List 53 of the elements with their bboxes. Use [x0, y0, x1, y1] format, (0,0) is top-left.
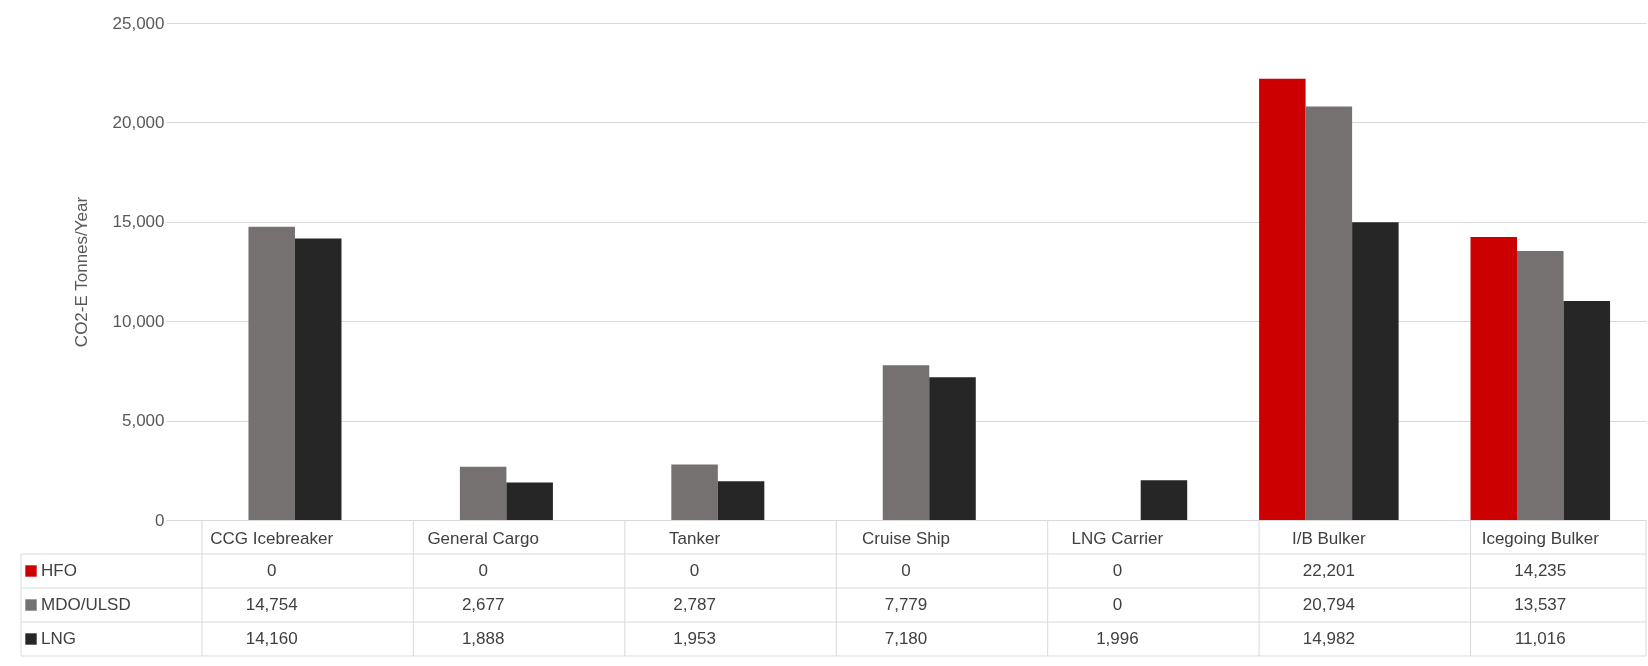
- data-label: 13,537: [1514, 595, 1567, 614]
- data-label: 7,180: [884, 629, 928, 648]
- x-tick-label: Icegoing Bulker: [1481, 528, 1600, 548]
- bar: [1517, 250, 1564, 520]
- data-label: 0: [478, 561, 488, 580]
- y-axis-title: CO2-E Tonnes/Year: [71, 196, 91, 348]
- bar: [294, 238, 342, 520]
- bar: [717, 481, 765, 520]
- y-tick-label: 0: [155, 510, 165, 530]
- x-tick-label: Tanker: [669, 528, 721, 548]
- y-tick-label: 25,000: [112, 13, 165, 33]
- data-label: 14,235: [1514, 561, 1567, 580]
- data-label: 0: [689, 561, 700, 580]
- data-label: 1,996: [1096, 629, 1139, 648]
- data-label: 0: [901, 561, 911, 580]
- bar: [1563, 301, 1611, 520]
- data-label: 1,888: [461, 629, 505, 648]
- x-tick-label: I/B Bulker: [1292, 528, 1367, 548]
- y-tick-label: 20,000: [112, 112, 165, 132]
- bar: [1470, 237, 1518, 520]
- legend-label: MDO/ULSD: [41, 595, 131, 614]
- y-tick-label: 10,000: [112, 311, 165, 331]
- bar: [1140, 480, 1188, 520]
- legend-label: LNG: [41, 629, 76, 648]
- bar: [929, 377, 976, 520]
- data-label: 14,160: [245, 629, 298, 648]
- data-label: 22,201: [1302, 561, 1355, 580]
- data-label: 0: [1112, 561, 1123, 580]
- bar: [1259, 78, 1306, 520]
- data-label: 14,754: [245, 595, 298, 614]
- data-label: 2,787: [673, 595, 716, 614]
- x-tick-label: CCG Icebreaker: [210, 528, 334, 548]
- data-label: 11,016: [1514, 629, 1566, 648]
- bar: [882, 365, 930, 520]
- legend-label: HFO: [41, 561, 77, 580]
- bar: [459, 466, 507, 520]
- data-label: 1,953: [673, 629, 716, 648]
- data-label: 0: [1112, 595, 1123, 614]
- bar: [506, 482, 553, 520]
- x-tick-label: Cruise Ship: [862, 528, 950, 548]
- data-label: 20,794: [1302, 595, 1355, 614]
- bar: [1352, 222, 1399, 520]
- y-tick-label: 15,000: [112, 212, 165, 232]
- x-tick-label: General Cargo: [427, 528, 539, 548]
- data-label: 0: [266, 561, 277, 580]
- y-tick-label: 5,000: [121, 411, 165, 431]
- bar: [1305, 106, 1353, 520]
- bar: [671, 464, 718, 520]
- data-label: 2,677: [461, 595, 505, 614]
- data-label: 7,779: [884, 595, 928, 614]
- x-tick-label: LNG Carrier: [1071, 528, 1164, 548]
- bar: [248, 226, 295, 520]
- data-label: 14,982: [1302, 629, 1355, 648]
